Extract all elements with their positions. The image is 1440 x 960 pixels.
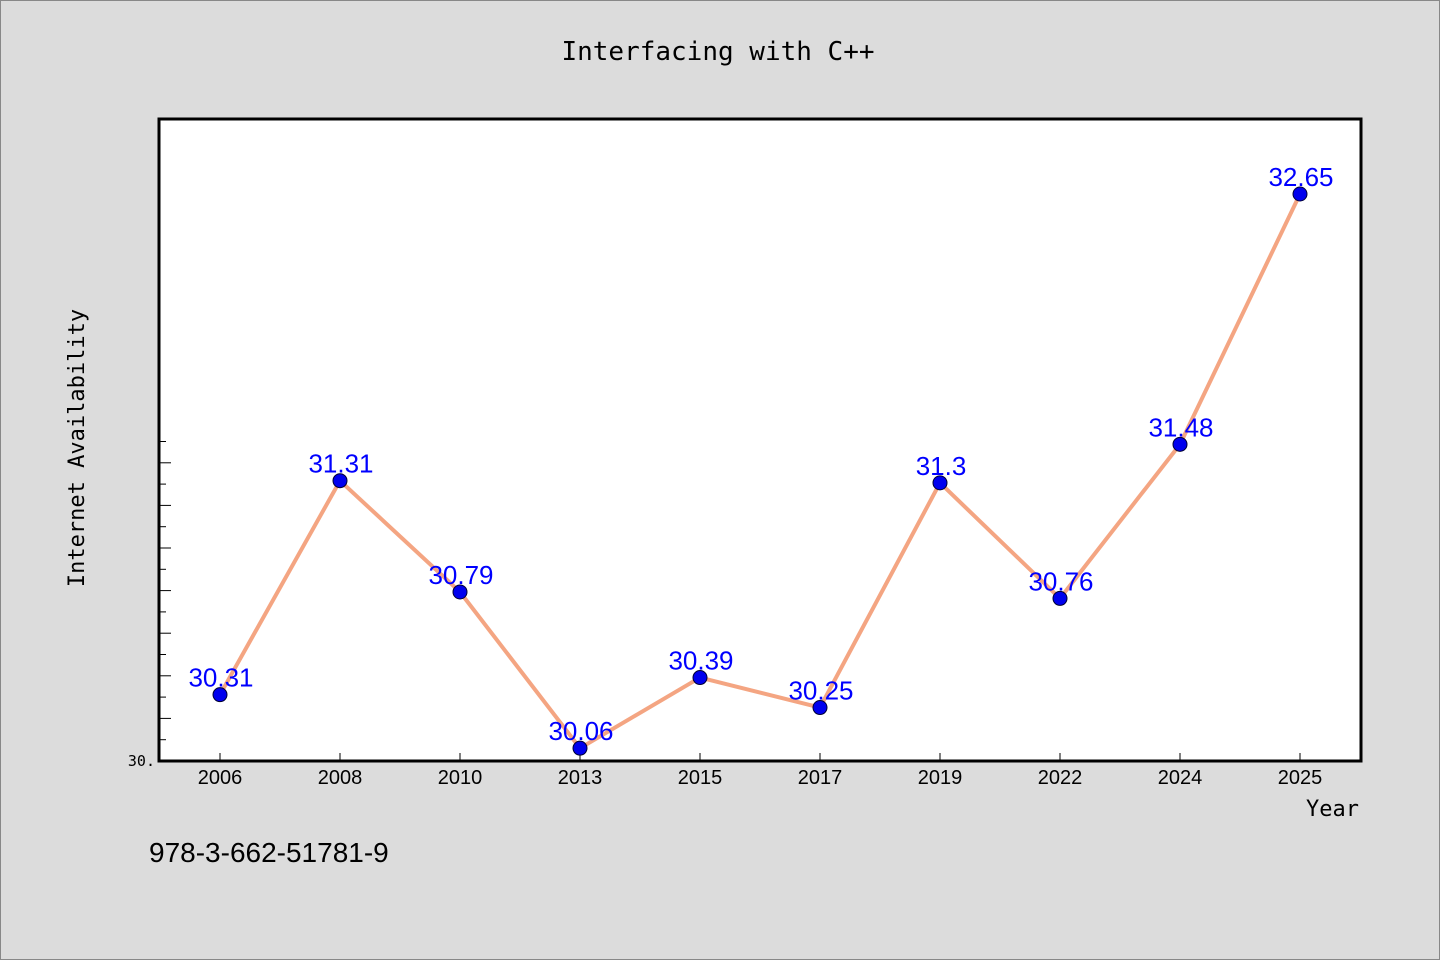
data-label: 31.48: [1148, 412, 1213, 442]
data-labels: 30.31 31.31 30.79 30.06 30.39 30.25 31.3 30.76 3…: [188, 162, 1333, 746]
data-point: [1292, 186, 1308, 202]
data-point: [932, 475, 948, 491]
data-label: 30.39: [668, 646, 733, 676]
data-label: 30.31: [188, 663, 253, 693]
x-axis-ticks: [219, 753, 1301, 761]
data-point: [1052, 590, 1068, 606]
y-axis-label: Internet Availability: [65, 309, 90, 587]
x-tick-label: 2008: [318, 767, 363, 789]
x-tick-label: 2013: [558, 767, 603, 789]
data-label: 31.3: [916, 451, 967, 481]
data-point: [332, 473, 348, 489]
x-axis-label: Year: [1306, 797, 1359, 822]
data-point: [212, 687, 228, 703]
chart-title: Interfacing with C++: [561, 37, 874, 67]
y-axis-ticks: [159, 441, 171, 762]
x-tick-label: 2025: [1278, 767, 1323, 789]
data-label: 30.06: [548, 716, 613, 746]
data-markers: [212, 186, 1308, 756]
data-point: [812, 700, 828, 716]
x-tick-label: 2017: [798, 767, 843, 789]
data-label: 30.76: [1028, 566, 1093, 596]
x-tick-label: 2015: [678, 767, 723, 789]
y-tick-label: 30.: [128, 752, 155, 770]
data-label: 32.65: [1268, 162, 1333, 192]
data-point: [452, 584, 468, 600]
data-point: [572, 740, 588, 756]
x-tick-label: 2019: [918, 767, 963, 789]
x-tick-label: 2022: [1038, 767, 1083, 789]
data-point: [692, 670, 708, 686]
series-line: [218, 193, 1302, 751]
plot-area: [157, 117, 1363, 763]
data-point: [1172, 436, 1188, 452]
isbn-text: 978-3-662-51781-9: [149, 837, 389, 868]
x-tick-label: 2010: [438, 767, 483, 789]
x-tick-label: 2006: [198, 767, 243, 789]
data-label: 30.25: [788, 676, 853, 706]
data-label: 30.79: [428, 560, 493, 590]
x-tick-label: 2024: [1158, 767, 1203, 789]
data-label: 31.31: [308, 449, 373, 479]
x-axis-tick-labels: 2006 2008 2010 2013 2015 2017 2019 2022 2024 2025: [198, 767, 1323, 789]
